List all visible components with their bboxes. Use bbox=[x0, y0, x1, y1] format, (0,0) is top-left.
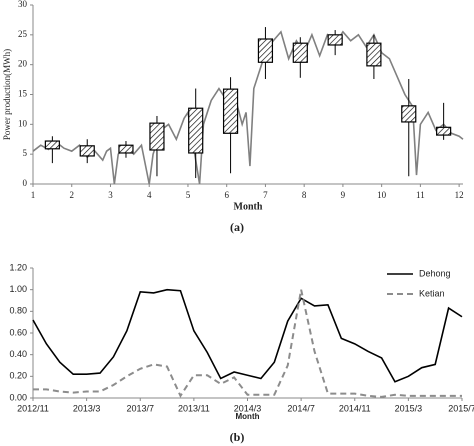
x-tick-label: 9 bbox=[341, 190, 346, 200]
box bbox=[436, 126, 452, 136]
x-tick-label: 10 bbox=[377, 190, 387, 200]
x-tick-label: 4 bbox=[147, 190, 152, 200]
x-tick-label: 5 bbox=[186, 190, 191, 200]
x-tick-label: 6 bbox=[224, 190, 229, 200]
x-tick-label: 12 bbox=[455, 190, 464, 200]
x-tick-label: 1 bbox=[31, 190, 36, 200]
box bbox=[366, 42, 382, 67]
box bbox=[188, 107, 204, 154]
y-tick-label: 10 bbox=[18, 118, 28, 128]
x-tick-label: 2015/7 bbox=[448, 403, 474, 413]
x-tick-label: 2014/11 bbox=[339, 403, 371, 413]
x-tick-label: 2014/3 bbox=[234, 403, 262, 413]
series-line bbox=[32, 30, 464, 185]
box bbox=[257, 38, 274, 63]
box bbox=[222, 88, 239, 134]
series-line bbox=[32, 288, 463, 383]
box bbox=[79, 145, 95, 157]
x-tick-label: 2014/7 bbox=[287, 403, 315, 413]
x-tick-label: 2013/7 bbox=[126, 403, 154, 413]
caption: (a) bbox=[230, 220, 244, 234]
x-tick-label: 2015/3 bbox=[395, 403, 423, 413]
legend-label: Dehong bbox=[419, 268, 451, 278]
series-line bbox=[33, 289, 462, 398]
x-tick-label: 2013/3 bbox=[73, 403, 101, 413]
x-tick-label: 2013/11 bbox=[178, 403, 210, 413]
caption: (b) bbox=[230, 430, 245, 444]
x-tick-label: 3 bbox=[108, 190, 113, 200]
x-tick-label: 2 bbox=[69, 190, 74, 200]
y-axis-label: Power production(MWh) bbox=[2, 49, 12, 140]
x-tick-label: 7 bbox=[263, 190, 268, 200]
box bbox=[327, 34, 343, 46]
y-tick-label: 1.00 bbox=[9, 284, 27, 294]
x-tick-label: 8 bbox=[302, 190, 307, 200]
box bbox=[149, 122, 165, 151]
x-tick-label: 11 bbox=[416, 190, 425, 200]
y-tick-label: 1.20 bbox=[9, 262, 27, 272]
y-tick-label: 25 bbox=[18, 29, 28, 39]
y-tick-label: 0.20 bbox=[9, 371, 27, 381]
box bbox=[292, 42, 308, 63]
y-tick-label: 30 bbox=[18, 0, 28, 9]
x-axis-label: Month bbox=[236, 412, 260, 421]
y-tick-label: 0.80 bbox=[9, 306, 27, 316]
y-tick-label: 0.40 bbox=[9, 349, 27, 359]
y-tick-label: 0 bbox=[23, 178, 28, 188]
box bbox=[118, 144, 134, 154]
x-tick-label: 2012/11 bbox=[17, 403, 49, 413]
y-tick-label: 20 bbox=[18, 59, 28, 69]
y-tick-label: 0.00 bbox=[9, 392, 27, 402]
x-axis-label: Month bbox=[234, 201, 263, 212]
box bbox=[401, 105, 417, 123]
legend-label: Ketian bbox=[419, 288, 445, 298]
y-tick-label: 5 bbox=[23, 148, 28, 158]
box bbox=[44, 140, 60, 150]
y-tick-label: 0.60 bbox=[9, 327, 27, 337]
y-tick-label: 15 bbox=[18, 89, 28, 99]
